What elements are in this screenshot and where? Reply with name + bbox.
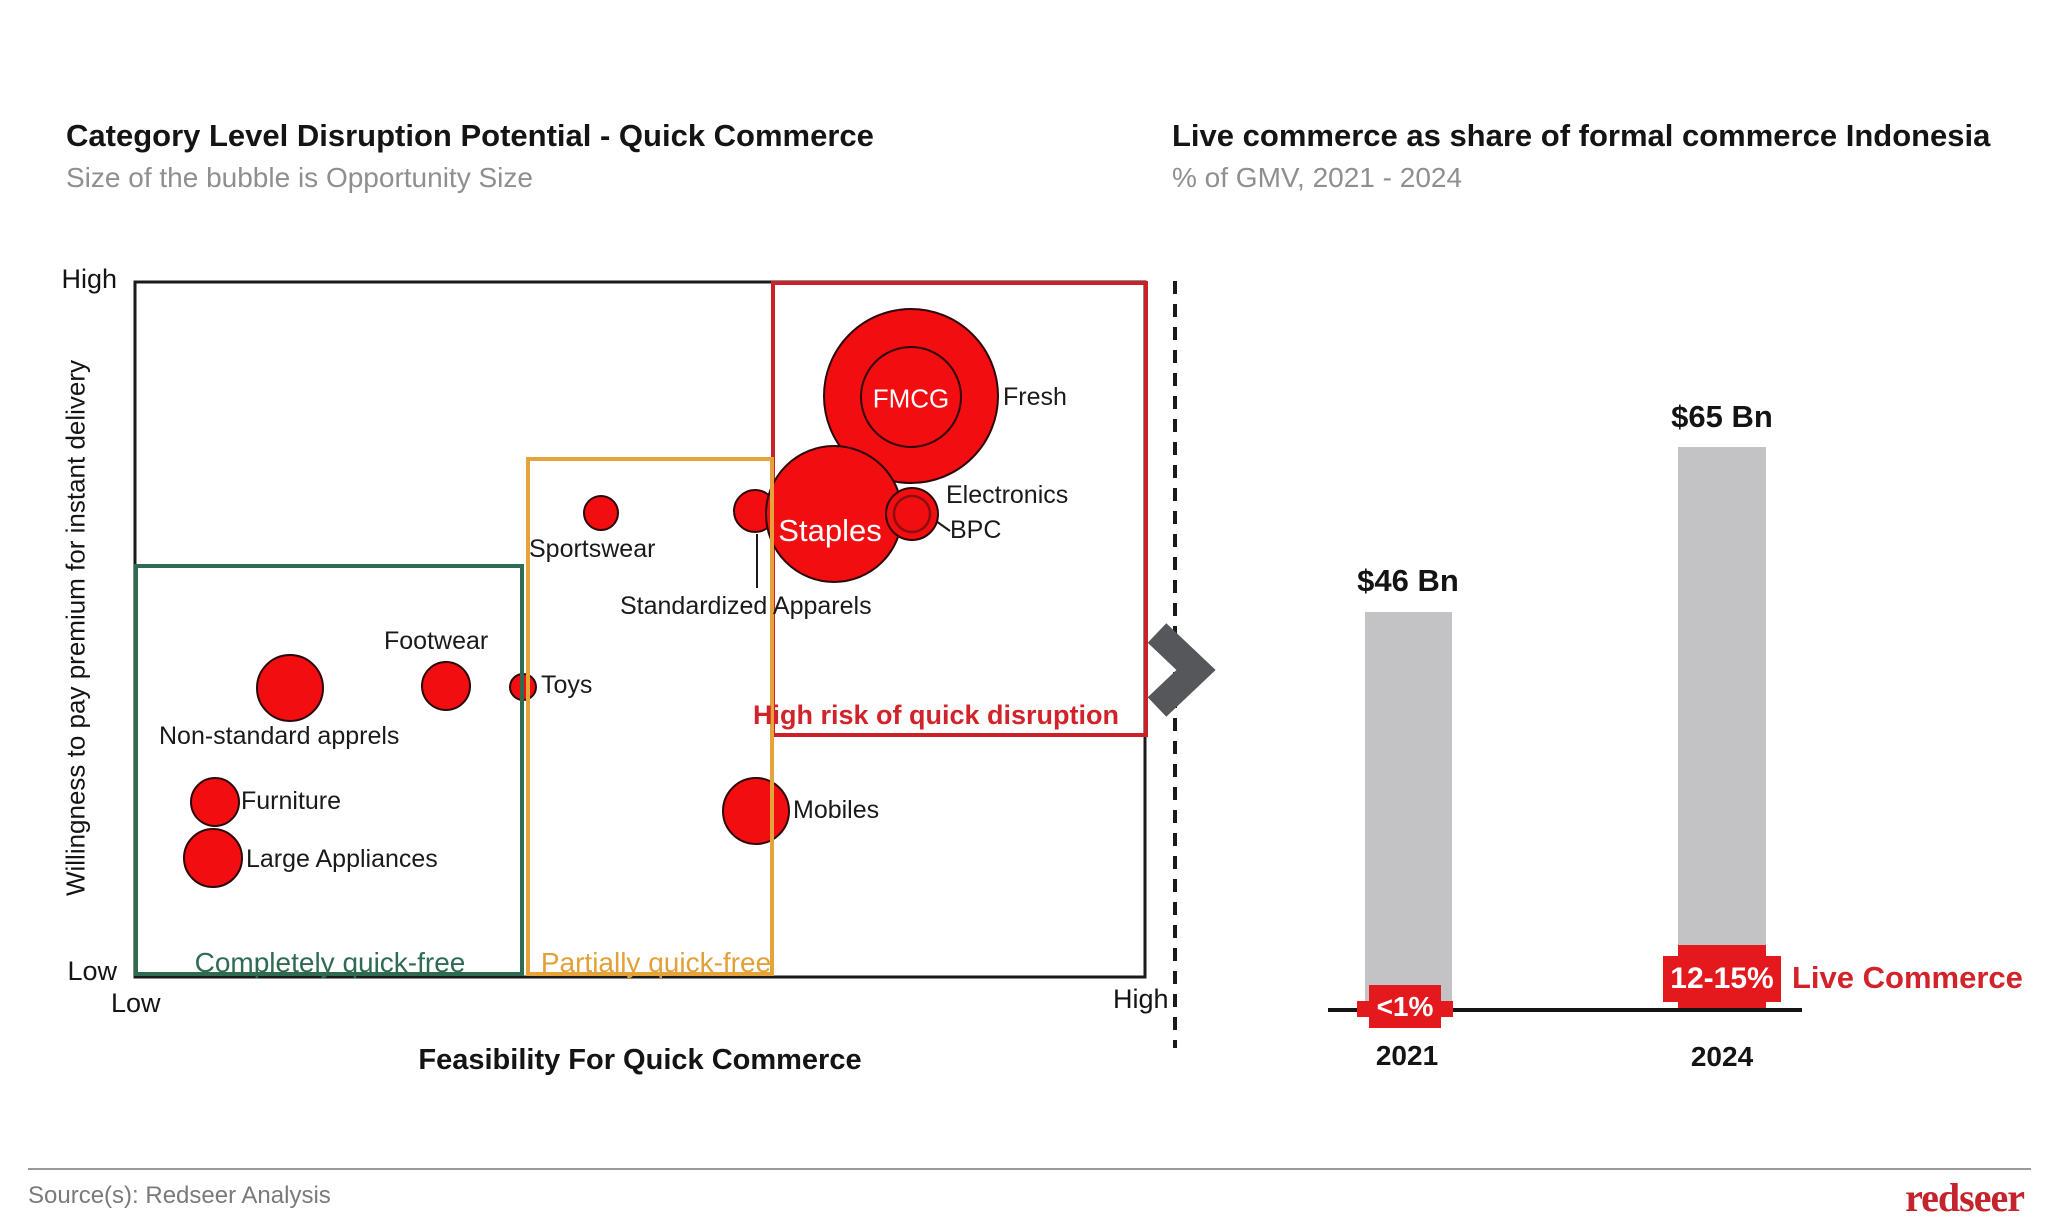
live-commerce-legend: Live Commerce — [1792, 960, 2023, 995]
bubble-label-mobiles: Mobiles — [793, 796, 880, 824]
gmv-bar-2024 — [1678, 447, 1766, 1008]
bubble-label-sportswear: Sportswear — [529, 535, 656, 563]
bar-value-2021: $46 Bn — [1357, 563, 1459, 598]
bar-value-2024: $65 Bn — [1671, 399, 1773, 434]
bubble-mobiles — [722, 777, 790, 845]
source-note: Source(s): Redseer Analysis — [28, 1182, 331, 1209]
x-axis-low-label: Low — [111, 988, 161, 1018]
bubble-label-toys: Toys — [541, 671, 593, 699]
bubble-inner-label-staples: Staples — [778, 513, 882, 548]
bubble-label-large-appliances: Large Appliances — [246, 845, 438, 873]
right-chart-title: Live commerce as share of formal commerc… — [1172, 118, 1991, 153]
bubble-ring-electronics — [892, 494, 932, 534]
bubble-fmcg — [860, 346, 962, 448]
zone-box-yellow — [526, 457, 774, 976]
y-axis-title: Willingness to pay premium for instant d… — [60, 359, 91, 897]
category-label-2024: 2024 — [1690, 1041, 1754, 1072]
bubble-label-electronics: Electronics — [946, 481, 1069, 509]
footer-divider — [28, 1168, 2031, 1170]
bubble-label-standardized-apparels: Standardized Apparels — [620, 592, 872, 620]
left-chart-title: Category Level Disruption Potential - Qu… — [66, 118, 874, 153]
chevron-right-icon — [1147, 623, 1216, 717]
gmv-bar-2021 — [1365, 612, 1452, 1008]
zone-label-partially-quick-free: Partially quick-free — [540, 947, 772, 978]
bubble-furniture — [190, 777, 240, 827]
category-label-2021: 2021 — [1375, 1040, 1439, 1071]
bubble-label-bpc: BPC — [950, 516, 1002, 544]
bubble-label-footwear: Footwear — [384, 627, 489, 655]
y-axis-high-label: High — [61, 264, 117, 294]
bubble-label-fresh: Fresh — [1003, 383, 1067, 411]
y-axis-low-label: Low — [67, 956, 117, 986]
x-axis-title: Feasibility For Quick Commerce — [418, 1044, 862, 1076]
zone-label-completely-quick-free: Completely quick-free — [194, 947, 466, 978]
connector-line-electronics — [935, 520, 951, 532]
bubble-label-non-standard-apprels: Non-standard apprels — [159, 722, 400, 750]
bubble-footwear — [421, 661, 471, 711]
left-chart-subtitle: Size of the bubble is Opportunity Size — [66, 162, 533, 193]
live-share-badge-2021: <1% — [1369, 985, 1441, 1028]
bubble-non-standard-apprels — [256, 654, 324, 722]
bubble-sportswear — [583, 495, 619, 531]
x-axis-high-label: High — [1113, 984, 1169, 1014]
zone-box-green — [134, 564, 524, 976]
bubble-inner-label-fmcg: FMCG — [872, 383, 950, 414]
zone-label-high-risk: High risk of quick disruption — [752, 700, 1120, 730]
bubble-large-appliances — [183, 828, 243, 888]
right-chart-subtitle: % of GMV, 2021 - 2024 — [1172, 162, 1463, 193]
bubble-label-furniture: Furniture — [241, 787, 342, 815]
redseer-logo: redseer — [1905, 1175, 2025, 1220]
live-share-badge-2024: 12-15% — [1663, 956, 1781, 1002]
